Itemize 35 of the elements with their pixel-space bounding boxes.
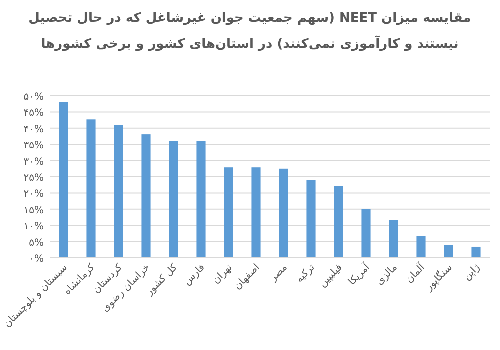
y-tick-label: ۴۰%	[24, 124, 44, 136]
bar	[86, 120, 96, 258]
bar	[169, 141, 178, 258]
chart-title: مقایسه میزان NEET (سهم جمعیت جوان غیرشاغل که در حال تحصیل نیستند و کارآموزی نمی‌کنند) در استان‌های کشور و برخی کشورها	[28, 11, 472, 52]
bar	[444, 245, 454, 258]
y-tick-label: ۳۰%	[24, 156, 44, 168]
bar	[252, 168, 261, 258]
bar	[279, 168, 288, 258]
bar	[114, 125, 124, 258]
x-tick-label: فارس	[182, 262, 208, 288]
y-tick-label: ۳۵%	[24, 140, 44, 152]
bar	[306, 180, 316, 258]
y-tick-label: ۴۵%	[24, 108, 44, 120]
bar	[196, 141, 206, 258]
y-tick-label: ۵۰%	[24, 92, 44, 103]
y-tick-label: ۱۰%	[24, 222, 44, 233]
y-tick-label: ۲۰%	[24, 189, 44, 200]
x-tick-label: ترکیه	[294, 262, 318, 286]
x-tick-label: مالزی	[374, 262, 400, 288]
bar	[224, 168, 234, 258]
x-tick-label: ژاپن	[462, 262, 482, 283]
bar	[334, 186, 344, 258]
x-tick-label: آمریکا	[345, 260, 374, 288]
y-tick-label: ۲۵%	[24, 173, 44, 184]
bar	[362, 209, 371, 258]
y-tick-label: ۱۵%	[24, 205, 44, 216]
bar	[472, 246, 481, 258]
x-tick-label: فیلیپین	[317, 262, 346, 290]
x-tick-label: مصر	[268, 262, 290, 285]
bar	[416, 236, 426, 258]
bar	[389, 220, 398, 258]
bar	[59, 102, 68, 258]
bar	[142, 134, 151, 258]
y-tick-label: ۵%	[29, 238, 44, 249]
y-tick-label: ۰%	[29, 254, 44, 265]
